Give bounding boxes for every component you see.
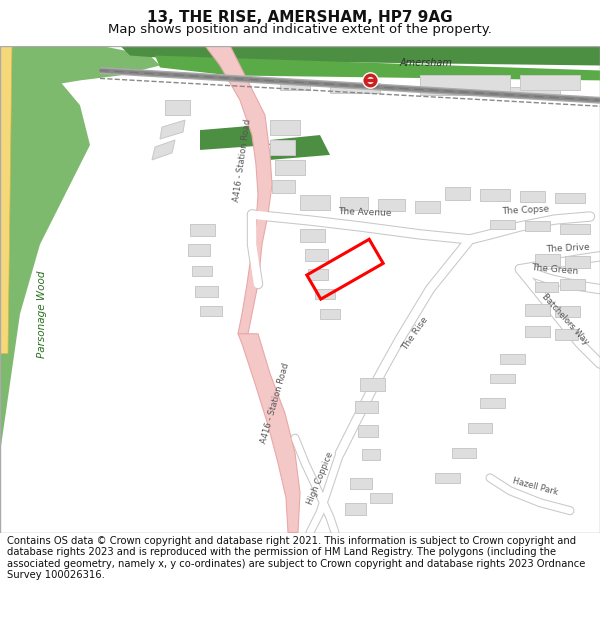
Polygon shape	[0, 46, 12, 354]
Polygon shape	[315, 289, 335, 299]
Polygon shape	[535, 254, 560, 266]
Polygon shape	[565, 256, 590, 268]
Polygon shape	[0, 46, 90, 453]
Polygon shape	[155, 56, 600, 81]
Polygon shape	[300, 229, 325, 242]
Polygon shape	[555, 329, 578, 340]
Polygon shape	[270, 140, 295, 155]
Polygon shape	[0, 46, 60, 483]
Polygon shape	[192, 266, 212, 276]
Polygon shape	[560, 279, 585, 290]
Polygon shape	[362, 449, 380, 460]
Polygon shape	[535, 282, 558, 292]
Polygon shape	[490, 374, 515, 384]
Polygon shape	[0, 46, 160, 115]
Polygon shape	[350, 478, 372, 489]
Polygon shape	[275, 160, 305, 175]
Text: The Avenue: The Avenue	[338, 207, 392, 218]
Polygon shape	[165, 100, 190, 115]
Polygon shape	[345, 503, 366, 514]
Polygon shape	[480, 398, 505, 408]
Text: The Green: The Green	[531, 262, 579, 276]
Polygon shape	[340, 197, 368, 209]
Polygon shape	[370, 492, 392, 502]
Polygon shape	[415, 201, 440, 212]
Polygon shape	[308, 269, 328, 280]
Text: 13, THE RISE, AMERSHAM, HP7 9AG: 13, THE RISE, AMERSHAM, HP7 9AG	[147, 10, 453, 25]
Text: A416 - Station Road: A416 - Station Road	[232, 118, 252, 202]
Polygon shape	[520, 76, 580, 91]
Text: Hazell Park: Hazell Park	[511, 476, 559, 498]
Polygon shape	[120, 46, 600, 66]
Polygon shape	[500, 88, 560, 98]
Polygon shape	[358, 425, 378, 437]
Polygon shape	[520, 191, 545, 202]
Text: Amersham: Amersham	[400, 59, 453, 69]
Polygon shape	[270, 120, 300, 135]
Text: The Copse: The Copse	[501, 205, 549, 216]
Text: Parsonage Wood: Parsonage Wood	[37, 270, 47, 358]
Text: The Rise: The Rise	[400, 316, 430, 352]
Polygon shape	[320, 309, 340, 319]
Polygon shape	[430, 86, 490, 95]
Text: A416 - Station Road: A416 - Station Road	[259, 362, 291, 444]
Polygon shape	[280, 81, 310, 91]
Polygon shape	[480, 189, 510, 201]
Polygon shape	[300, 194, 330, 209]
Polygon shape	[555, 192, 585, 202]
Polygon shape	[200, 306, 222, 316]
Polygon shape	[555, 306, 580, 317]
Polygon shape	[152, 140, 175, 160]
Polygon shape	[238, 334, 300, 532]
Text: The Drive: The Drive	[546, 242, 590, 254]
Polygon shape	[525, 221, 550, 231]
Polygon shape	[195, 286, 218, 297]
Polygon shape	[500, 354, 525, 364]
Polygon shape	[360, 379, 385, 391]
Text: Contains OS data © Crown copyright and database right 2021. This information is : Contains OS data © Crown copyright and d…	[7, 536, 586, 581]
Polygon shape	[355, 401, 378, 413]
Polygon shape	[160, 120, 185, 139]
Polygon shape	[200, 125, 270, 150]
Polygon shape	[525, 326, 550, 337]
Polygon shape	[188, 244, 210, 256]
Polygon shape	[330, 83, 380, 93]
Polygon shape	[525, 304, 550, 316]
Polygon shape	[305, 249, 328, 261]
Text: Batchelors Way: Batchelors Way	[540, 292, 590, 346]
Text: High Coppice: High Coppice	[305, 450, 335, 506]
Polygon shape	[468, 423, 492, 433]
Polygon shape	[378, 199, 405, 211]
Polygon shape	[270, 135, 330, 160]
Polygon shape	[435, 473, 460, 483]
Polygon shape	[190, 224, 215, 236]
Polygon shape	[420, 76, 510, 95]
Polygon shape	[272, 180, 295, 192]
Polygon shape	[452, 448, 476, 458]
Polygon shape	[205, 46, 272, 334]
Polygon shape	[445, 187, 470, 199]
Polygon shape	[560, 224, 590, 234]
Text: Map shows position and indicative extent of the property.: Map shows position and indicative extent…	[108, 22, 492, 36]
Polygon shape	[490, 219, 515, 229]
